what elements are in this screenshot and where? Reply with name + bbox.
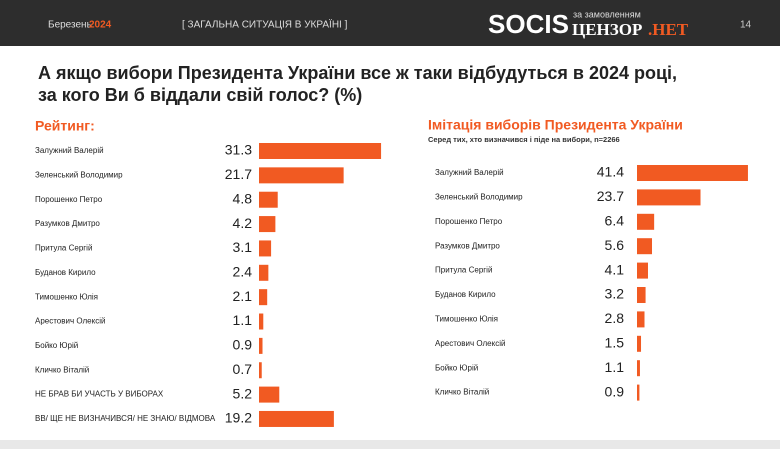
value-label: 19.2 <box>225 410 252 426</box>
value-label: 5.2 <box>233 385 253 401</box>
category-label: Зеленський Володимир <box>435 193 523 202</box>
section: [ ЗАГАЛЬНА СИТУАЦІЯ В УКРАЇНІ ] <box>182 19 348 31</box>
category-label: Тимошенко Юлія <box>35 292 98 301</box>
value-label: 0.9 <box>605 383 625 399</box>
category-label: Порошенко Петро <box>35 195 103 204</box>
bar <box>259 289 268 306</box>
chart-title: Рейтинг: <box>35 118 95 134</box>
bar <box>259 362 262 379</box>
value-label: 31.3 <box>225 142 252 158</box>
month: Березень <box>48 20 92 31</box>
year: 2024 <box>89 20 112 31</box>
bar <box>259 337 263 354</box>
value-label: 21.7 <box>225 166 252 182</box>
bar <box>637 213 655 230</box>
category-label: Буданов Кирило <box>435 290 496 299</box>
category-label: Разумков Дмитро <box>435 241 500 250</box>
bar <box>637 384 640 401</box>
category-label: Кличко Віталій <box>435 388 489 397</box>
bar <box>259 191 278 208</box>
value-label: 0.9 <box>233 337 253 353</box>
category-label: Разумков Дмитро <box>35 219 100 228</box>
value-label: 1.5 <box>605 335 625 351</box>
sponsor-suffix: .НЕТ <box>648 20 689 39</box>
bar <box>259 143 382 159</box>
sponsor-note: за замовленням <box>573 9 641 19</box>
bar <box>259 410 334 427</box>
value-label: 2.8 <box>605 310 625 326</box>
footer-strip <box>0 440 780 449</box>
header-bar <box>0 0 780 46</box>
value-label: 41.4 <box>597 164 624 180</box>
value-label: 3.2 <box>605 286 625 302</box>
bar <box>637 335 642 352</box>
bar <box>637 238 653 255</box>
bar <box>259 313 264 330</box>
bar <box>637 311 645 328</box>
bar <box>259 167 344 184</box>
bar <box>259 240 272 257</box>
bar <box>637 360 640 377</box>
category-label: Арестович Олексій <box>435 339 505 348</box>
value-label: 5.6 <box>605 237 625 253</box>
chart-title: Імітація виборів Президента України <box>428 117 683 133</box>
category-label: НЕ БРАВ БИ УЧАСТЬ У ВИБОРАХ <box>35 390 164 399</box>
title: А якщо вибори Президента України все ж т… <box>38 63 678 105</box>
category-label: Притула Сергій <box>35 244 92 253</box>
page-number: 14 <box>740 20 752 31</box>
brand: SOCIS <box>488 9 569 39</box>
category-label: Бойко Юрій <box>35 341 78 350</box>
value-label: 6.4 <box>605 213 625 229</box>
category-label: Арестович Олексій <box>35 317 105 326</box>
category-label: Тимошенко Юлія <box>435 315 498 324</box>
category-label: Бойко Юрій <box>435 363 478 372</box>
category-label: Залужний Валерій <box>435 168 504 177</box>
value-label: 4.2 <box>233 215 253 231</box>
value-label: 2.4 <box>233 264 253 280</box>
bar <box>637 262 648 279</box>
sponsor: ЦЕНЗОР <box>572 20 642 39</box>
category-label: ВВ/ ЩЕ НЕ ВИЗНАЧИВСЯ/ НЕ ЗНАЮ/ ВІДМОВА <box>35 414 216 423</box>
bar <box>637 287 646 303</box>
bar <box>259 216 276 233</box>
bar <box>637 189 701 206</box>
bar <box>259 264 269 281</box>
value-label: 2.1 <box>233 288 253 304</box>
value-label: 1.1 <box>233 312 253 328</box>
value-label: 23.7 <box>597 188 624 204</box>
value-label: 1.1 <box>605 359 625 375</box>
category-label: Буданов Кирило <box>35 268 96 277</box>
category-label: Зеленський Володимир <box>35 170 123 179</box>
category-label: Притула Сергій <box>435 266 492 275</box>
bar <box>637 165 748 181</box>
value-label: 4.1 <box>605 261 625 277</box>
chart-subtitle: Серед тих, хто визначився і піде на вибо… <box>428 135 620 144</box>
value-label: 3.1 <box>233 239 253 255</box>
category-label: Залужний Валерій <box>35 146 104 155</box>
value-label: 4.8 <box>233 190 253 206</box>
bar <box>259 386 280 403</box>
value-label: 0.7 <box>233 361 253 377</box>
category-label: Кличко Віталій <box>35 365 89 374</box>
category-label: Порошенко Петро <box>435 217 503 226</box>
